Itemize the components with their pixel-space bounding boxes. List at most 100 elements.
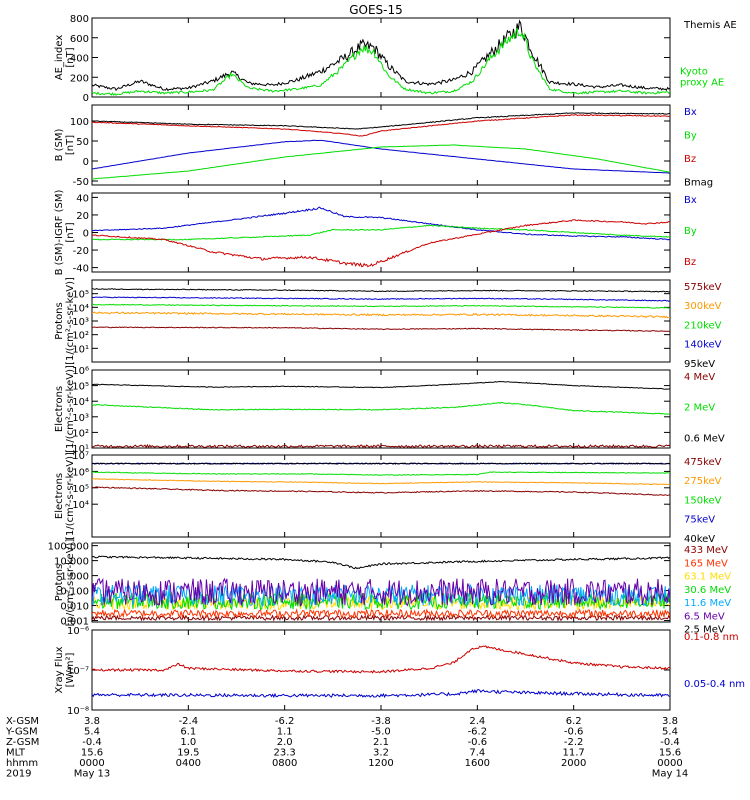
series-line-2-mev [92,401,670,415]
legend-label: 300keV [684,301,722,312]
y-tick-label: -40 [73,264,89,275]
legend-label: 0.1-0.8 nm [684,632,739,643]
panel-5: 10¹ 10² 10³ 10⁴ 10⁵ 10⁶ Electrons [1/(cm²-s-sr-… [54,365,725,455]
time-axis-value: 2000 [561,758,586,769]
legend-label: 75keV [684,515,715,526]
legend-label: 6.5 MeV [684,611,725,622]
legend-label: 2 MeV [684,403,715,414]
series-line-0-05-0-4-nm [92,688,670,699]
legend-label: Bmag [684,178,713,189]
panel-frame [91,629,671,711]
series-line-275kev [92,478,670,486]
time-axis-value: 3.2 [373,748,389,759]
legend-label: 2.5 MeV [684,625,725,636]
time-axis-row-label: hhmm [6,758,38,769]
time-axis-row-label: Z-GSM [6,737,39,748]
time-axis-value: -6.2 [468,727,488,738]
y-axis-label: Electrons [54,386,65,432]
y-tick-label: 0.010 [60,602,89,613]
y-tick-label: 10¹ [72,344,89,355]
legend-label: 0.05-0.4 nm [684,679,745,690]
panel-frame [91,454,671,538]
series-line-475kev [92,486,670,496]
series-line-kyoto-proxy-ae [92,28,670,96]
y-tick-label: 10⁵ [72,484,89,495]
legend-label: 4 MeV [684,372,715,383]
y-tick-label: -50 [73,177,89,188]
series-line-bx [92,206,670,241]
y-axis-label: B (SM)-IGRF (SM) [54,190,65,276]
y-tick-label: 0 [83,229,89,240]
series-line-63-1-mev [92,594,670,611]
y-axis-unit: [1/(cm²-s-sr-keV)] [65,452,76,540]
series-line-6-5-mev [92,577,670,607]
time-axis-value: 2.1 [373,737,389,748]
legend-label: Themis AE [683,20,737,31]
legend-label: 575keV [684,282,722,293]
legend-label: 140keV [684,340,722,351]
legend-label: 40keV [684,534,715,545]
y-tick-label: 10⁻⁸ [67,706,89,717]
time-axis-row-label: MLT [6,748,26,759]
series-line-30-6-mev [92,591,670,612]
time-axis-value: -0.6 [564,727,584,738]
y-tick-label: 100.000 [48,542,89,553]
time-axis-value: 0800 [272,758,297,769]
y-tick-label: -20 [73,246,89,257]
panel-6: 10⁴ 10⁵ 10⁶ 10⁷ Electrons [1/(cm²-s-sr-keV)] 4… [54,451,722,545]
time-axis-value: -2.4 [179,716,199,727]
y-tick-label: 10⁷ [72,451,89,462]
y-tick-label: 50 [76,137,89,148]
time-axis-value: 11.7 [563,748,585,759]
y-tick-label: 1.000 [60,572,89,583]
y-tick-label: 40 [76,193,89,204]
legend-label: 275keV [684,476,722,487]
time-axis-value: 7.4 [469,748,485,759]
time-axis-value: 15.6 [81,748,103,759]
y-tick-label: 10³ [72,413,89,424]
legend-label: 63.1 MeV [684,572,731,583]
series-line-140kev [92,296,670,302]
series-line-themis-ae [92,19,670,92]
y-tick-label: 10⁴ [72,303,89,314]
legend-label: Bx [684,107,697,118]
y-tick-label: 200 [70,73,89,84]
panel-frame [91,369,671,449]
time-axis-value: 15.6 [659,748,681,759]
series-line-bmag [92,112,670,130]
legend-label: Bz [684,154,696,165]
time-axis-value: -3.8 [371,716,391,727]
time-axis-value: 0400 [176,758,201,769]
legend-label: Kyoto [680,67,708,78]
legend-label: Bz [684,257,696,268]
legend-label: proxy AE [680,78,724,89]
y-tick-label: 0 [83,93,89,104]
time-axis-value: 3.8 [662,716,678,727]
time-axis-value: 1.0 [180,737,196,748]
y-tick-label: 800 [70,14,89,25]
time-axis-value: 6.2 [566,716,582,727]
y-tick-label: 10² [72,331,89,342]
legend-label: 0.6 MeV [684,433,725,444]
time-axis-value: 5.4 [662,727,678,738]
y-tick-label: 0 [83,157,89,168]
y-axis-unit: [nT] [65,135,76,155]
y-tick-label: 10³ [72,317,89,328]
series-line-by [92,224,670,241]
series-line-bz [92,219,670,268]
panel-frame [91,104,671,186]
y-axis-unit: [nT] [65,222,76,242]
time-axis-value: 1600 [465,758,490,769]
series-line-40kev [92,462,670,465]
y-tick-label: 10¹ [72,444,89,455]
panel-2: -50 0 50 100 B (SM) [nT] Bx By Bz Bmag [54,104,713,189]
y-axis-unit: [1/(cm²-s-sr-keV)] [65,365,76,453]
legend-label: By [684,226,697,237]
panel-frame [91,542,671,623]
time-axis-value: May 14 [652,769,689,780]
y-tick-label: 100 [70,117,89,128]
series-line-95kev [92,288,670,293]
